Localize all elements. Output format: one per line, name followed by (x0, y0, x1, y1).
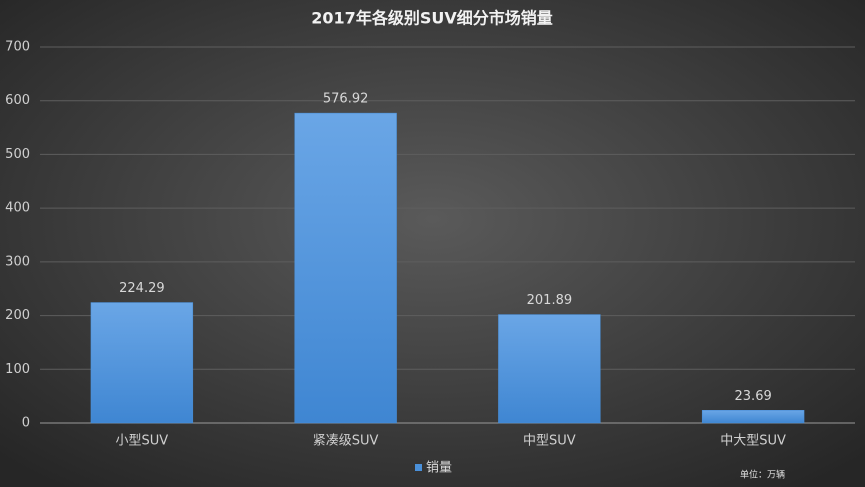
bar (701, 410, 805, 424)
data-label: 201.89 (527, 293, 573, 308)
y-tick-label: 500 (5, 147, 30, 162)
x-tick-label: 中大型SUV (720, 434, 786, 449)
x-tick-label: 小型SUV (116, 434, 169, 449)
x-tick-label: 紧凑级SUV (313, 434, 379, 449)
legend-label: 销量 (426, 461, 452, 476)
y-tick-label: 100 (5, 362, 30, 377)
data-label: 576.92 (323, 92, 369, 107)
bar (498, 314, 601, 424)
bar (294, 112, 397, 424)
unit-note: 单位：万辆 (740, 469, 785, 481)
y-tick-label: 400 (5, 201, 30, 216)
y-tick-label: 700 (5, 40, 30, 55)
data-label: 224.29 (119, 281, 165, 296)
y-tick-label: 300 (5, 254, 30, 269)
y-tick-label: 200 (5, 308, 30, 323)
y-tick-label: 0 (22, 416, 30, 431)
x-tick-label: 中型SUV (523, 434, 576, 449)
y-tick-label: 600 (5, 93, 30, 108)
legend-swatch (415, 464, 422, 471)
chart-title: 2017年各级别SUV细分市场销量 (311, 9, 552, 28)
data-label: 23.69 (735, 389, 772, 404)
bar (90, 302, 194, 424)
